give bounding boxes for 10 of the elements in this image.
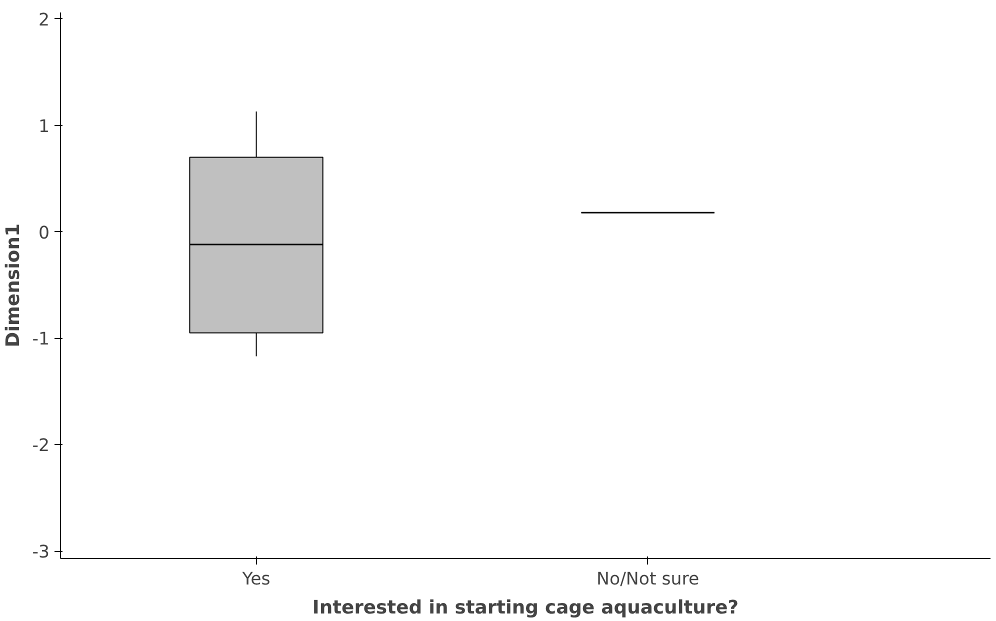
y-tick-label: 0 (38, 223, 50, 244)
x-axis-title: Interested in starting cage aquaculture? (312, 598, 739, 618)
y-tick-label: -3 (32, 542, 50, 563)
y-tick-label: -1 (32, 330, 50, 350)
y-axis-title: Dimension1 (3, 224, 24, 348)
x-tick-label: Yes (241, 570, 270, 590)
y-tick-label: 1 (38, 116, 50, 137)
x-tick-label: No/Not sure (596, 570, 700, 590)
y-tick-label: 2 (38, 10, 50, 30)
y-tick-label: -2 (32, 436, 50, 456)
